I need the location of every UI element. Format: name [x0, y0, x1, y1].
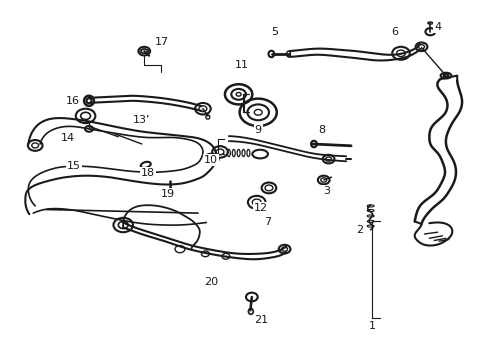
Text: 15: 15 [67, 161, 81, 171]
Text: 2: 2 [355, 225, 362, 235]
Text: 3: 3 [323, 186, 329, 196]
Text: 13: 13 [132, 114, 146, 125]
Text: 1: 1 [368, 321, 375, 331]
Text: 7: 7 [264, 217, 271, 228]
Text: 20: 20 [204, 276, 218, 287]
Text: 9: 9 [254, 125, 261, 135]
Circle shape [167, 190, 172, 193]
Text: 14: 14 [61, 132, 74, 143]
Text: 19: 19 [161, 189, 175, 199]
Text: 16: 16 [65, 96, 79, 106]
Text: 17: 17 [155, 37, 169, 48]
Text: 12: 12 [254, 203, 267, 213]
Text: 10: 10 [204, 155, 218, 165]
Text: 8: 8 [318, 125, 325, 135]
Text: 6: 6 [391, 27, 398, 37]
Text: 21: 21 [254, 315, 267, 325]
Text: 4: 4 [433, 22, 440, 32]
Text: 18: 18 [141, 168, 155, 178]
Text: 11: 11 [234, 60, 248, 70]
Text: 5: 5 [271, 27, 278, 37]
